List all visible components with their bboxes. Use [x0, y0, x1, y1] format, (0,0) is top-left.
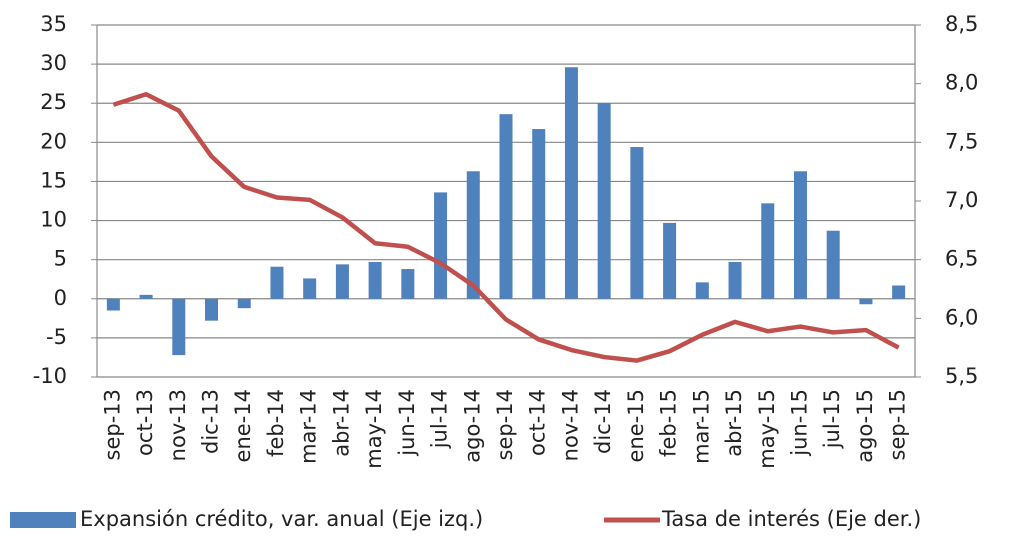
y-tick-label: 35 [40, 12, 67, 36]
x-tick-label: mar-14 [297, 389, 321, 464]
bar [270, 266, 284, 299]
x-tick-label: feb-14 [264, 389, 288, 457]
x-tick-label: jul-15 [820, 389, 844, 449]
y-tick-label: 20 [40, 129, 67, 153]
bar [892, 285, 906, 299]
x-tick-label: jul-14 [428, 389, 452, 449]
y-tick-label: -10 [33, 364, 67, 388]
y2-tick-label: 6,0 [945, 305, 978, 329]
y2-tick-label: 7,5 [945, 129, 978, 153]
y2-tick-label: 6,5 [945, 247, 978, 271]
x-tick-label: may-14 [362, 389, 386, 469]
x-tick-label: sep-13 [100, 389, 124, 461]
x-tick-label: mar-15 [689, 389, 713, 464]
x-tick-label: sep-14 [493, 389, 517, 461]
bar [368, 262, 382, 299]
bar [793, 171, 807, 299]
bar [139, 294, 153, 299]
bar [499, 114, 513, 299]
x-tick-label: nov-14 [558, 389, 582, 461]
x-tick-label: abr-15 [722, 389, 746, 457]
x-tick-label: jun-14 [395, 389, 419, 457]
x-tick-label: nov-13 [166, 389, 190, 461]
bar [237, 298, 251, 309]
legend: Expansión crédito, var. anual (Eje izq.)… [10, 507, 921, 531]
x-tick-label: dic-14 [591, 389, 615, 454]
bar [630, 147, 644, 299]
bar [597, 103, 611, 299]
x-tick-label: ene-15 [624, 389, 648, 462]
y-tick-label: 5 [54, 247, 67, 271]
bar [335, 264, 349, 299]
bar [826, 230, 840, 299]
bar [401, 269, 415, 299]
y-tick-label: 30 [40, 51, 67, 75]
y-tick-label: 15 [40, 168, 67, 192]
y-tick-label: 10 [40, 208, 67, 232]
x-tick-label: abr-14 [329, 389, 353, 457]
x-tick-label: may-15 [755, 389, 779, 469]
y2-tick-label: 8,0 [945, 71, 978, 95]
bar [532, 129, 546, 299]
x-tick-label: oct-13 [133, 389, 157, 456]
bar [728, 262, 742, 299]
bar [695, 282, 709, 299]
y-tick-label: -5 [46, 325, 67, 349]
legend-label: Tasa de interés (Eje der.) [661, 507, 921, 531]
x-tick-label: ago-15 [853, 389, 877, 463]
x-tick-label: jun-15 [787, 389, 811, 457]
y2-tick-label: 8,5 [945, 12, 978, 36]
legend-swatch [10, 512, 76, 528]
y2-tick-label: 7,0 [945, 188, 978, 212]
bar [205, 298, 219, 321]
x-tick-label: dic-13 [199, 389, 223, 454]
x-tick-label: oct-14 [526, 389, 550, 456]
x-tick-label: sep-15 [886, 389, 910, 461]
bar [434, 192, 448, 299]
x-tick-label: ago-14 [460, 389, 484, 463]
line [112, 91, 900, 363]
bar [466, 171, 480, 299]
bar [564, 67, 578, 299]
bar [106, 298, 120, 311]
x-tick-label: feb-15 [657, 389, 681, 457]
bar [761, 203, 775, 299]
x-tick-label: ene-14 [231, 389, 255, 462]
legend-label: Expansión crédito, var. anual (Eje izq.) [80, 507, 483, 531]
bar [172, 298, 186, 356]
y2-tick-label: 5,5 [945, 364, 978, 388]
y-tick-label: 25 [40, 90, 67, 114]
bar [303, 278, 317, 299]
bar [859, 298, 873, 305]
y-tick-label: 0 [54, 286, 67, 310]
bar [663, 222, 677, 299]
